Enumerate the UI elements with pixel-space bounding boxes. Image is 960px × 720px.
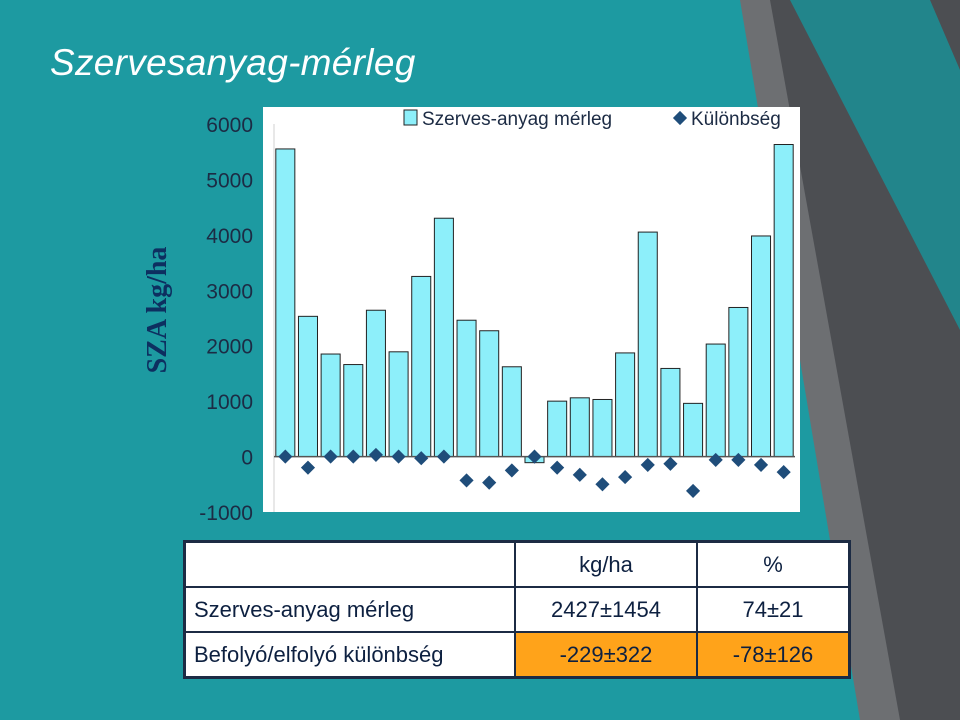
marker-7 — [414, 451, 429, 466]
bar-22 — [751, 235, 772, 458]
marker-6 — [391, 449, 406, 464]
marker-9 — [459, 473, 474, 488]
bar-23 — [773, 144, 794, 458]
bar-13 — [547, 400, 568, 458]
row-label: Szerves-anyag mérleg — [183, 586, 517, 633]
y-tick-label: 4000 — [206, 225, 253, 248]
bar-5 — [365, 309, 386, 458]
bar-4 — [343, 364, 364, 458]
marker-20 — [708, 452, 723, 467]
bar-14 — [569, 397, 590, 458]
y-tick-label: 3000 — [206, 280, 253, 303]
bar-17 — [637, 231, 658, 458]
y-tick-label: -1000 — [199, 502, 253, 525]
bar-21 — [728, 306, 749, 458]
legend-bar-swatch — [403, 109, 418, 126]
table-header-cell: % — [695, 540, 851, 588]
marker-22 — [753, 457, 769, 472]
marker-3 — [323, 449, 338, 464]
bar-1 — [275, 148, 296, 458]
marker-19 — [685, 483, 701, 499]
y-tick-label: 1000 — [206, 391, 253, 414]
bar-16 — [615, 352, 636, 458]
bar-3 — [320, 353, 341, 458]
row-value-pct: 74±21 — [695, 586, 851, 633]
marker-5 — [368, 447, 384, 462]
row-value-kgha: 2427±1454 — [514, 586, 698, 633]
bar-9 — [456, 319, 477, 458]
marker-23 — [776, 465, 791, 480]
marker-1 — [278, 449, 293, 464]
legend-bar-label: Szerves-anyag mérleg — [422, 109, 612, 130]
bar-18 — [660, 367, 681, 458]
marker-12 — [527, 449, 542, 464]
row-value-pct: -78±126 — [695, 631, 851, 679]
marker-13 — [550, 460, 565, 475]
table-row: Befolyó/elfolyó különbség -229±322 -78±1… — [183, 631, 851, 679]
y-axis-label: SZA kg/ha — [142, 246, 173, 374]
marker-21 — [731, 452, 746, 467]
bar-20 — [705, 343, 726, 458]
bar-7 — [411, 275, 432, 458]
bar-10 — [479, 330, 500, 458]
stats-table: kg/ha % Szerves-anyag mérleg 2427±1454 7… — [183, 540, 851, 679]
table-header-cell: kg/ha — [514, 540, 698, 588]
marker-10 — [482, 475, 497, 490]
legend-diamond-icon — [672, 110, 688, 126]
bar-6 — [388, 351, 409, 458]
y-tick-label: 0 — [241, 447, 253, 470]
marker-8 — [436, 449, 451, 464]
marker-18 — [663, 456, 678, 471]
row-label: Befolyó/elfolyó különbség — [183, 631, 517, 679]
marker-14 — [572, 467, 587, 482]
table-header-cell — [183, 540, 517, 588]
table-row: Szerves-anyag mérleg 2427±1454 74±21 — [183, 586, 851, 633]
row-value-kgha: -229±322 — [514, 631, 698, 679]
marker-16 — [618, 470, 633, 485]
bar-19 — [683, 402, 704, 458]
marker-15 — [595, 477, 610, 492]
legend-marker-label: Különbség — [691, 109, 781, 130]
bar-2 — [297, 315, 318, 458]
y-tick-label: 2000 — [206, 336, 253, 359]
table-header-row: kg/ha % — [183, 540, 851, 588]
y-tick-label: 6000 — [206, 114, 253, 137]
legend: Szerves-anyag mérleg Különbség — [403, 109, 781, 130]
marker-4 — [346, 449, 361, 464]
marker-17 — [640, 457, 655, 472]
bar-8 — [433, 217, 454, 458]
bar-15 — [592, 398, 613, 458]
marker-2 — [300, 460, 316, 475]
bar-11 — [501, 366, 522, 458]
y-tick-label: 5000 — [206, 169, 253, 192]
marker-11 — [504, 463, 519, 478]
slide-title: Szervesanyag-mérleg — [50, 42, 416, 83]
